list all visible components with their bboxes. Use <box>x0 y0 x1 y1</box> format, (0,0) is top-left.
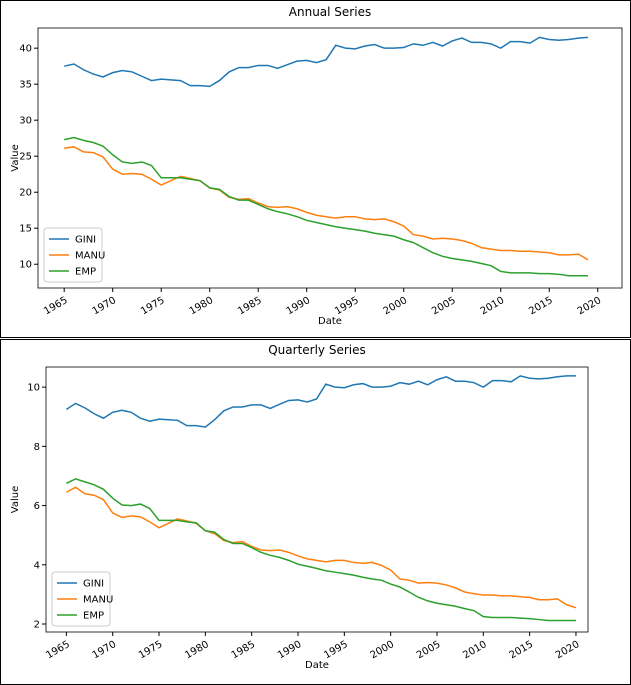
x-tick-label: 1965 <box>44 639 72 661</box>
x-tick-label: 2020 <box>576 295 604 317</box>
x-tick-label: 2005 <box>430 295 458 317</box>
y-axis-label: Value <box>10 486 21 513</box>
x-tick-label: 1985 <box>236 295 264 317</box>
x-tick-label: 1975 <box>137 639 165 661</box>
x-tick-label: 2010 <box>461 639 489 661</box>
x-tick-label: 1985 <box>230 639 258 661</box>
x-tick-label: 1995 <box>333 295 361 317</box>
y-tick-label: 25 <box>19 152 32 163</box>
x-tick-label: 2005 <box>415 639 443 661</box>
legend-label: GINI <box>75 235 96 246</box>
x-tick-label: 1965 <box>42 295 70 317</box>
plot-frame <box>45 366 589 633</box>
plot-frame <box>37 27 623 289</box>
series-line <box>66 486 577 609</box>
x-tick-label: 1980 <box>188 295 216 317</box>
y-tick-label: 30 <box>19 116 32 127</box>
y-tick-label: 10 <box>27 383 40 394</box>
y-axis-label: Value <box>10 144 21 171</box>
x-tick-label: 1975 <box>139 295 167 317</box>
x-tick-label: 2000 <box>382 295 410 317</box>
x-tick-label: 2000 <box>369 639 397 661</box>
x-axis-label: Date <box>305 660 329 671</box>
y-tick-label: 8 <box>34 442 40 453</box>
chart-title: Quarterly Series <box>268 343 366 357</box>
y-tick-label: 4 <box>34 560 40 571</box>
x-tick-label: 1995 <box>322 639 350 661</box>
y-tick-label: 20 <box>19 188 32 199</box>
x-tick-label: 1970 <box>91 295 119 317</box>
y-tick-label: 35 <box>19 80 32 91</box>
legend-label: MANU <box>75 251 105 262</box>
series-line <box>66 478 576 622</box>
x-axis-label: Date <box>318 316 342 327</box>
legend-box <box>51 571 111 627</box>
legend-box <box>43 227 103 283</box>
legend-label: GINI <box>83 579 104 590</box>
chart-title: Annual Series <box>289 5 371 19</box>
y-tick-label: 6 <box>34 501 40 512</box>
x-tick-label: 1980 <box>183 639 211 661</box>
series-line <box>64 146 589 261</box>
panel-border <box>0 0 631 338</box>
panel-border <box>0 339 631 685</box>
x-tick-label: 2015 <box>527 295 555 317</box>
y-tick-label: 2 <box>34 620 40 631</box>
x-tick-label: 2010 <box>479 295 507 317</box>
series-line <box>64 136 589 277</box>
y-tick-label: 10 <box>19 260 32 271</box>
x-tick-label: 2015 <box>508 639 536 661</box>
x-tick-label: 1990 <box>285 295 313 317</box>
y-tick-label: 40 <box>19 44 32 55</box>
series-line <box>64 36 589 88</box>
x-tick-label: 1970 <box>91 639 119 661</box>
legend-label: MANU <box>83 595 113 606</box>
x-tick-label: 2020 <box>554 639 582 661</box>
y-tick-label: 15 <box>19 224 32 235</box>
x-tick-label: 1990 <box>276 639 304 661</box>
legend-label: EMP <box>75 267 96 278</box>
series-line <box>65 375 576 428</box>
legend-label: EMP <box>83 611 104 622</box>
